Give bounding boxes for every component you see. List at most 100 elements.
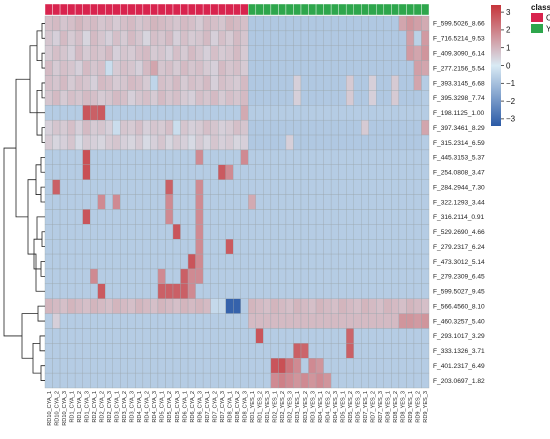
heatmap-cell (270, 194, 279, 210)
heatmap-cell (44, 268, 53, 285)
column-label: RD7_CYA_3 (220, 391, 226, 423)
heatmap-cell (202, 90, 211, 106)
heatmap-cell (421, 15, 430, 32)
heatmap-cell (413, 179, 422, 195)
heatmap-cell (180, 15, 189, 32)
row-label: F_460.3257_5.40 (433, 318, 485, 325)
heatmap-cell (383, 239, 392, 255)
heatmap-cell (218, 313, 226, 329)
heatmap-cell (421, 75, 430, 91)
heatmap-cell (225, 283, 234, 299)
heatmap-cell (255, 239, 264, 255)
heatmap-cell (278, 30, 287, 46)
heatmap-cell (67, 105, 76, 121)
heatmap-cell (180, 164, 189, 180)
heatmap-cell (135, 105, 144, 121)
heatmap-cell (278, 149, 287, 165)
heatmap-cell (172, 372, 181, 389)
heatmap-cell (398, 239, 407, 255)
class-cell-cya (240, 3, 249, 16)
heatmap-cell (157, 313, 166, 329)
heatmap-cell (67, 343, 76, 359)
heatmap-cell (240, 30, 249, 46)
heatmap-cell (330, 30, 339, 46)
heatmap-cell (398, 164, 407, 180)
heatmap-cell (300, 268, 309, 285)
heatmap-cell (413, 75, 422, 91)
heatmap-cell (413, 372, 422, 389)
heatmap-cell (120, 119, 128, 136)
heatmap-cell (127, 313, 136, 329)
heatmap-cell (361, 283, 369, 299)
heatmap-cell (293, 15, 302, 32)
heatmap-cell (74, 343, 83, 359)
heatmap-cell (315, 164, 324, 180)
heatmap-cell (323, 119, 332, 136)
heatmap-cell (112, 209, 121, 225)
heatmap-cell (225, 75, 234, 91)
heatmap-cell (398, 253, 407, 270)
heatmap-cell (346, 268, 354, 285)
heatmap-cell (383, 313, 392, 329)
row-label: F_254.0808_3.47 (433, 170, 485, 177)
heatmap-cell (90, 358, 98, 374)
dendrogram-branch (40, 186, 45, 203)
heatmap-cell (52, 134, 61, 151)
heatmap-cell (323, 134, 332, 151)
heatmap-cell (105, 372, 113, 389)
heatmap-cell (142, 358, 151, 374)
heatmap-cell (59, 194, 68, 210)
heatmap-cell (97, 75, 106, 91)
heatmap-cell (285, 283, 294, 299)
heatmap-cell (202, 343, 211, 359)
heatmap-cell (210, 90, 219, 106)
heatmap-cell (225, 224, 234, 240)
heatmap-cell (202, 239, 211, 255)
heatmap-cell (255, 15, 264, 32)
heatmap-cell (278, 224, 287, 240)
heatmap-cell (300, 298, 309, 314)
heatmap-cell (142, 15, 151, 32)
heatmap-cell (278, 209, 287, 225)
heatmap-cell (323, 209, 332, 225)
heatmap-cell (150, 149, 159, 165)
column-label: RD10_CYA_2 (54, 391, 60, 426)
heatmap-cell (172, 90, 181, 106)
heatmap-cell (406, 45, 415, 61)
heatmap-cell (361, 372, 369, 389)
heatmap-cell (52, 283, 61, 299)
heatmap-cell (225, 194, 234, 210)
heatmap-cell (120, 268, 128, 285)
heatmap-cell (202, 149, 211, 165)
heatmap-cell (180, 119, 189, 136)
heatmap-cell (248, 283, 256, 299)
heatmap-cell (82, 343, 91, 359)
heatmap-cell (187, 328, 196, 344)
heatmap-cell (361, 60, 369, 76)
heatmap-cell (398, 298, 407, 314)
heatmap-cell (150, 343, 159, 359)
heatmap-cell (112, 105, 121, 121)
heatmap-cell (120, 358, 128, 374)
heatmap-cell (202, 283, 211, 299)
class-cell-yes (391, 3, 400, 16)
heatmap-cell (263, 343, 272, 359)
heatmap-cell (270, 372, 279, 389)
heatmap-cell (112, 372, 121, 389)
heatmap-cell (293, 209, 302, 225)
heatmap-cell (67, 239, 76, 255)
heatmap-cell (150, 358, 159, 374)
heatmap-cell (240, 149, 249, 165)
heatmap-cell (338, 224, 347, 240)
heatmap-cell (218, 328, 226, 344)
heatmap-cell (300, 239, 309, 255)
class-cell-cya (97, 3, 106, 16)
class-cell-cya (165, 3, 174, 16)
class-cell-yes (255, 3, 264, 16)
heatmap-cell (127, 45, 136, 61)
heatmap-cell (44, 343, 53, 359)
heatmap-cell (413, 90, 422, 106)
heatmap-cell (278, 194, 287, 210)
heatmap-cell (323, 179, 332, 195)
